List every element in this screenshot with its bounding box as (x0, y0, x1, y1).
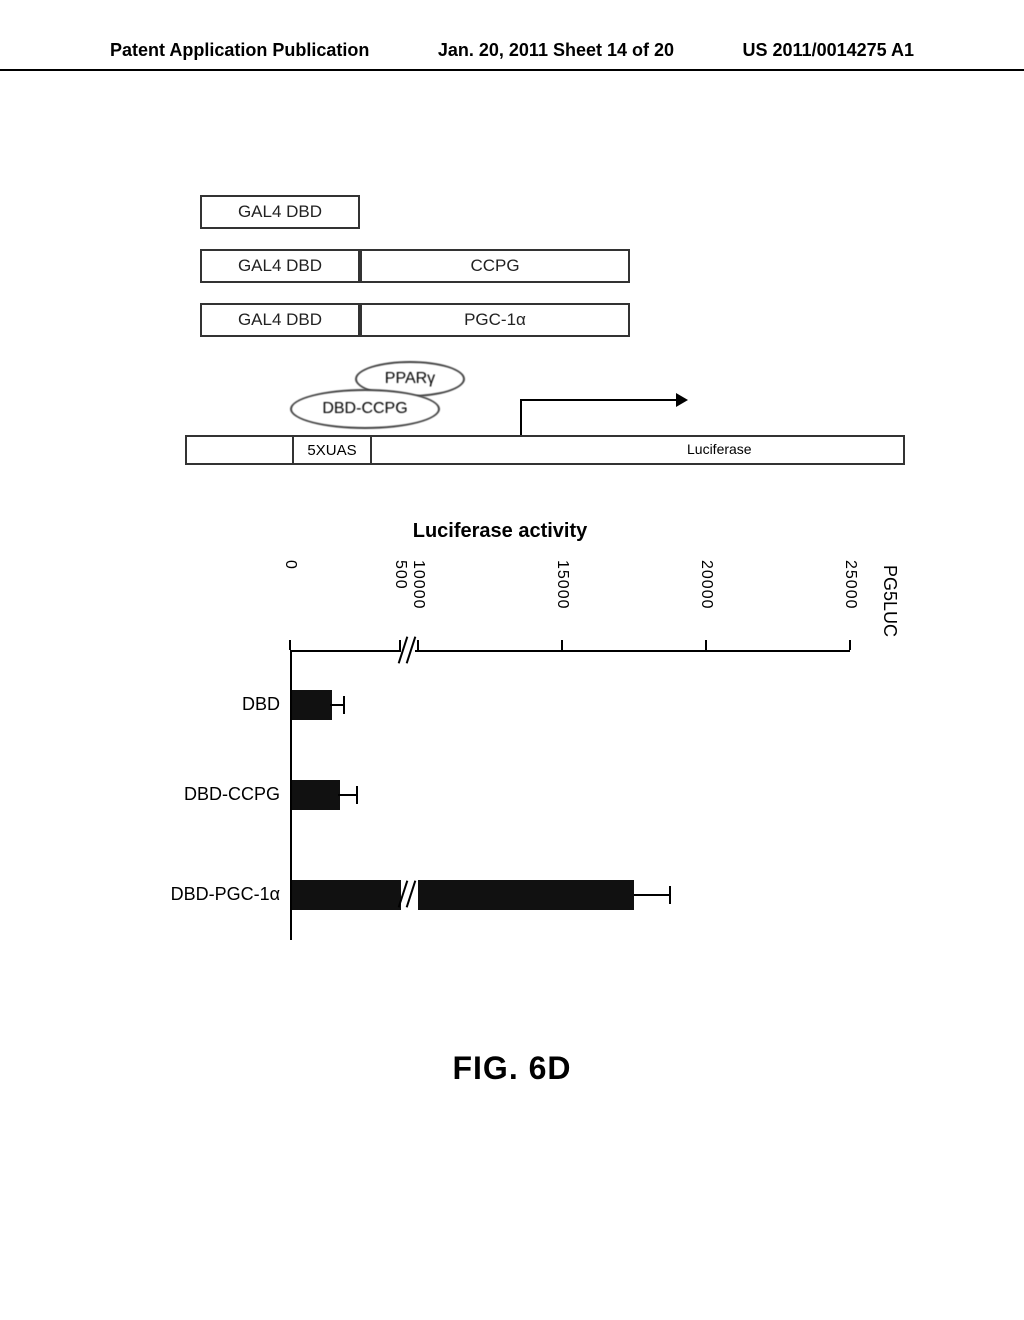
error-bar-cap (669, 886, 671, 904)
axis-tick-label: 10000 (409, 560, 427, 610)
axis-tick-label: 500 (391, 560, 409, 590)
axis-tick (289, 640, 291, 650)
axis-tick-label: 25000 (841, 560, 859, 610)
category-label: DBD (150, 694, 280, 715)
axis-break-icon (401, 636, 415, 664)
construct-row-gal4: GAL4 DBD (200, 195, 840, 229)
transcription-arrow-stem-v (520, 399, 522, 435)
bar-segment (292, 880, 402, 910)
header-right: US 2011/0014275 A1 (743, 40, 914, 61)
axis-tick (849, 640, 851, 650)
transcription-arrow-head-icon (676, 393, 688, 407)
category-label: DBD-CCPG (150, 784, 280, 805)
error-bar (330, 704, 343, 706)
uas-box: 5XUAS (292, 435, 372, 465)
axis-tick (417, 640, 419, 650)
x-axis-line (290, 650, 850, 652)
axis-tick-label: 15000 (553, 560, 571, 610)
reporter-diagram: PPARγ DBD-CCPG 5XUAS Luciferase (200, 379, 840, 499)
transcription-arrow-stem-h (520, 399, 680, 401)
luciferase-label: Luciferase (687, 441, 752, 457)
reporter-construct-line: 5XUAS Luciferase (185, 435, 905, 465)
bar (292, 780, 340, 810)
header-left: Patent Application Publication (110, 40, 369, 61)
gal4-box-2: GAL4 DBD (200, 249, 360, 283)
chart-title: Luciferase activity (413, 520, 588, 543)
error-bar (634, 894, 669, 896)
error-bar-cap (343, 696, 345, 714)
category-label: DBD-PGC-1α (150, 884, 280, 905)
construct-diagram: GAL4 DBD GAL4 DBD CCPG GAL4 DBD PGC-1α P… (200, 195, 840, 499)
construct-row-pgc1a: GAL4 DBD PGC-1α (200, 303, 840, 337)
axis-tick (561, 640, 563, 650)
ccpg-box: CCPG (360, 249, 630, 283)
axis-tick-label: 0 (281, 560, 299, 570)
axis-tick-label: 20000 (697, 560, 715, 610)
construct-row-ccpg: GAL4 DBD CCPG (200, 249, 840, 283)
error-bar-cap (356, 786, 358, 804)
bar (292, 690, 332, 720)
error-bar (338, 794, 356, 796)
dbd-ccpg-ellipse: DBD-CCPG (290, 389, 440, 429)
gal4-box: GAL4 DBD (200, 195, 360, 229)
luciferase-chart: Luciferase activity PG5LUC 0500100001500… (150, 530, 850, 950)
header-center: Jan. 20, 2011 Sheet 14 of 20 (438, 40, 674, 61)
axis-tick (705, 640, 707, 650)
gal4-box-3: GAL4 DBD (200, 303, 360, 337)
figure-label: FIG. 6D (452, 1050, 571, 1087)
pgc1a-box: PGC-1α (360, 303, 630, 337)
chart-side-label: PG5LUC (879, 565, 900, 637)
bar-segment (418, 880, 634, 910)
bar-break-icon (401, 880, 415, 912)
